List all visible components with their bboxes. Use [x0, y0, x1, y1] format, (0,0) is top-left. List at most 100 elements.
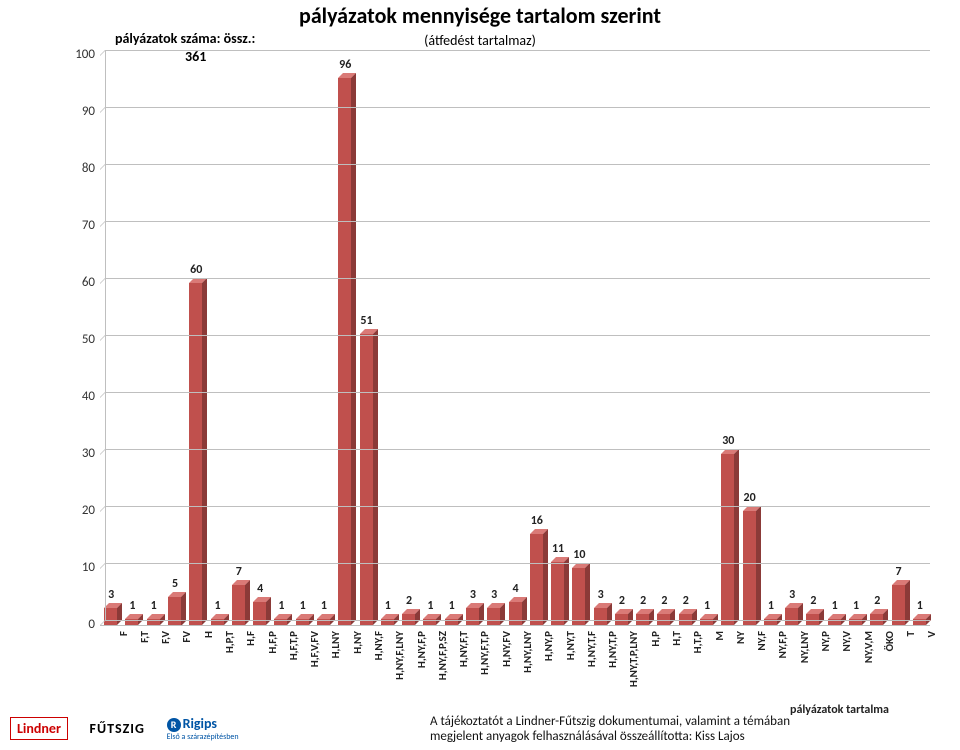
logo-lindner: Lindner — [10, 717, 68, 740]
chart-title: pályázatok mennyisége tartalom szerint — [0, 2, 960, 29]
bar — [104, 608, 117, 625]
bar-front — [509, 602, 522, 625]
gridline — [105, 50, 930, 51]
gridline — [105, 164, 930, 165]
x-category-label: H,NY,LNY — [521, 631, 534, 731]
gridline — [105, 449, 930, 450]
x-category-label: F — [117, 631, 130, 731]
y-tick-label: 20 — [65, 503, 95, 518]
gridline — [105, 620, 930, 621]
y-tick-label: 0 — [65, 617, 95, 632]
x-category-label: ÖKO — [883, 631, 896, 731]
bar-side — [351, 73, 356, 625]
bar-value-label: 7 — [886, 565, 912, 579]
bar-front — [466, 608, 479, 625]
bar-value-label: 20 — [737, 491, 763, 505]
x-category-label: F,V — [159, 631, 172, 731]
x-category-label: H,F,P — [266, 631, 279, 731]
plot-area: 3115601741119651121133416111032222130201… — [100, 55, 930, 625]
x-category-label: H,F,V,FV — [308, 631, 321, 731]
y-tick-label: 10 — [65, 560, 95, 575]
bar — [338, 78, 351, 625]
x-category-label: F,T — [138, 631, 151, 731]
bar — [594, 608, 607, 625]
x-category-label: H,NY,F — [372, 631, 385, 731]
x-category-label: H,F,T,P — [287, 631, 300, 731]
x-category-label: H,P,T — [223, 631, 236, 731]
page: { "title": { "text": "pályázatok mennyis… — [0, 0, 960, 750]
count-label: pályázatok száma: össz.: — [115, 30, 255, 47]
bars-container: 3115601741119651121133416111032222130201… — [100, 55, 930, 625]
gridline — [105, 506, 930, 507]
bar-value-label: 1 — [205, 599, 231, 613]
bar-value-label: 16 — [524, 514, 550, 528]
gridline — [105, 107, 930, 108]
x-category-label: H,T,P — [691, 631, 704, 731]
x-category-label: H,NY,FV — [500, 631, 513, 731]
x-category-label: H,T — [670, 631, 683, 731]
bar-side — [734, 449, 739, 625]
bar-side — [500, 603, 505, 625]
bar-front — [785, 608, 798, 625]
bar-side — [883, 609, 888, 625]
bar — [572, 568, 585, 625]
gridline — [105, 278, 930, 279]
y-tick-label: 70 — [65, 218, 95, 233]
bar-value-label: 4 — [247, 582, 273, 596]
gridline — [105, 563, 930, 564]
bar-value-label: 60 — [183, 263, 209, 277]
bar-front — [360, 334, 373, 625]
x-category-label: H,NY,T,P,LNY — [627, 631, 640, 731]
bar-side — [670, 609, 675, 625]
x-category-label: H,NY — [351, 631, 364, 731]
x-category-label: NY — [734, 631, 747, 731]
x-category-label: NY,F — [755, 631, 768, 731]
bar-front — [572, 568, 585, 625]
bar — [253, 602, 266, 625]
bar-value-label: 10 — [566, 548, 592, 562]
bar-value-label: 1 — [694, 599, 720, 613]
bar — [721, 454, 734, 625]
bar-front — [338, 78, 351, 625]
bar — [487, 608, 500, 625]
bar — [551, 562, 564, 625]
x-category-label: V — [925, 631, 938, 731]
gridline — [105, 221, 930, 222]
bar-value-label: 30 — [715, 434, 741, 448]
wall-left — [105, 50, 106, 620]
x-category-label: H,NY,T,F — [585, 631, 598, 731]
bar-value-label: 51 — [354, 314, 380, 328]
x-category-label: H,NY,F,P — [415, 631, 428, 731]
y-tick-label: 100 — [65, 47, 95, 62]
x-category-label: NY,V — [840, 631, 853, 731]
x-category-label: NY,LNY — [798, 631, 811, 731]
bar-side — [202, 278, 207, 625]
bar-value-label: 5 — [162, 577, 188, 591]
x-category-label: H,P — [649, 631, 662, 731]
x-category-label: T — [904, 631, 917, 731]
bar-value-label: 7 — [226, 565, 252, 579]
x-category-label: H,NY,T,P — [606, 631, 619, 731]
floor-front — [100, 625, 930, 626]
bar-front — [487, 608, 500, 625]
x-category-label: NY,V,M — [862, 631, 875, 731]
logos: Lindner FŰTSZIG RRigips Első a szárazépí… — [10, 715, 257, 742]
x-category-label: H,NY,P — [542, 631, 555, 731]
y-tick-label: 40 — [65, 389, 95, 404]
bar-front — [721, 454, 734, 625]
y-tick-label: 30 — [65, 446, 95, 461]
bar — [743, 511, 756, 625]
bar-value-label: 96 — [332, 58, 358, 72]
x-category-label: H,NY,F,T,P — [478, 631, 491, 731]
bar-front — [104, 608, 117, 625]
bar-value-label: 2 — [864, 594, 890, 608]
bar — [466, 608, 479, 625]
bar-front — [530, 534, 543, 625]
x-category-label: H,F — [244, 631, 257, 731]
x-category-label: H — [202, 631, 215, 731]
x-category-label: M — [713, 631, 726, 731]
x-category-label: NY,P — [819, 631, 832, 731]
bar-front — [551, 562, 564, 625]
bar-value-label: 1 — [907, 599, 933, 613]
bar — [360, 334, 373, 625]
